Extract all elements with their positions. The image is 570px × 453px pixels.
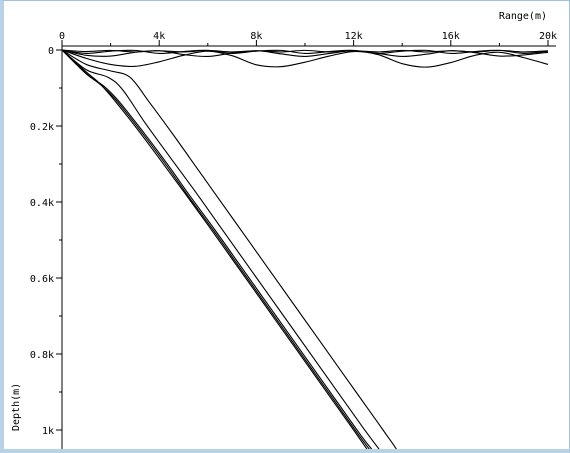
y-axis-title: Depth(m) [11, 383, 22, 431]
ray-paths [62, 49, 549, 449]
x-tick-label: 12k [345, 31, 363, 42]
x-axis-title: Range(m) [499, 11, 547, 22]
x-tick-label: 0 [59, 31, 65, 42]
ray-path-line [62, 49, 370, 449]
ray-path-line [62, 49, 373, 449]
ray-path-line [62, 49, 380, 449]
ray-path-line [62, 49, 397, 449]
x-tick-label: 20k [539, 31, 557, 42]
ray-path-line [62, 49, 549, 68]
ray-path-line [62, 49, 368, 449]
y-tick-label: 0.2k [30, 122, 54, 133]
x-tick-label: 16k [442, 31, 460, 42]
ray-path-line [62, 49, 549, 58]
y-tick-label: 1k [42, 426, 54, 437]
tick-labels: 0 4k 8k 12k 16k 20k 0 0.2k 0.4k 0.6k 0.8k 1k [30, 31, 557, 437]
y-tick-label: 0.6k [30, 274, 54, 285]
x-tick-label: 4k [153, 31, 165, 42]
x-tick-label: 8k [250, 31, 262, 42]
y-tick-label: 0.4k [30, 198, 54, 209]
axes [56, 40, 556, 449]
y-tick-label: 0.8k [30, 350, 54, 361]
y-tick-label: 0 [48, 46, 54, 57]
